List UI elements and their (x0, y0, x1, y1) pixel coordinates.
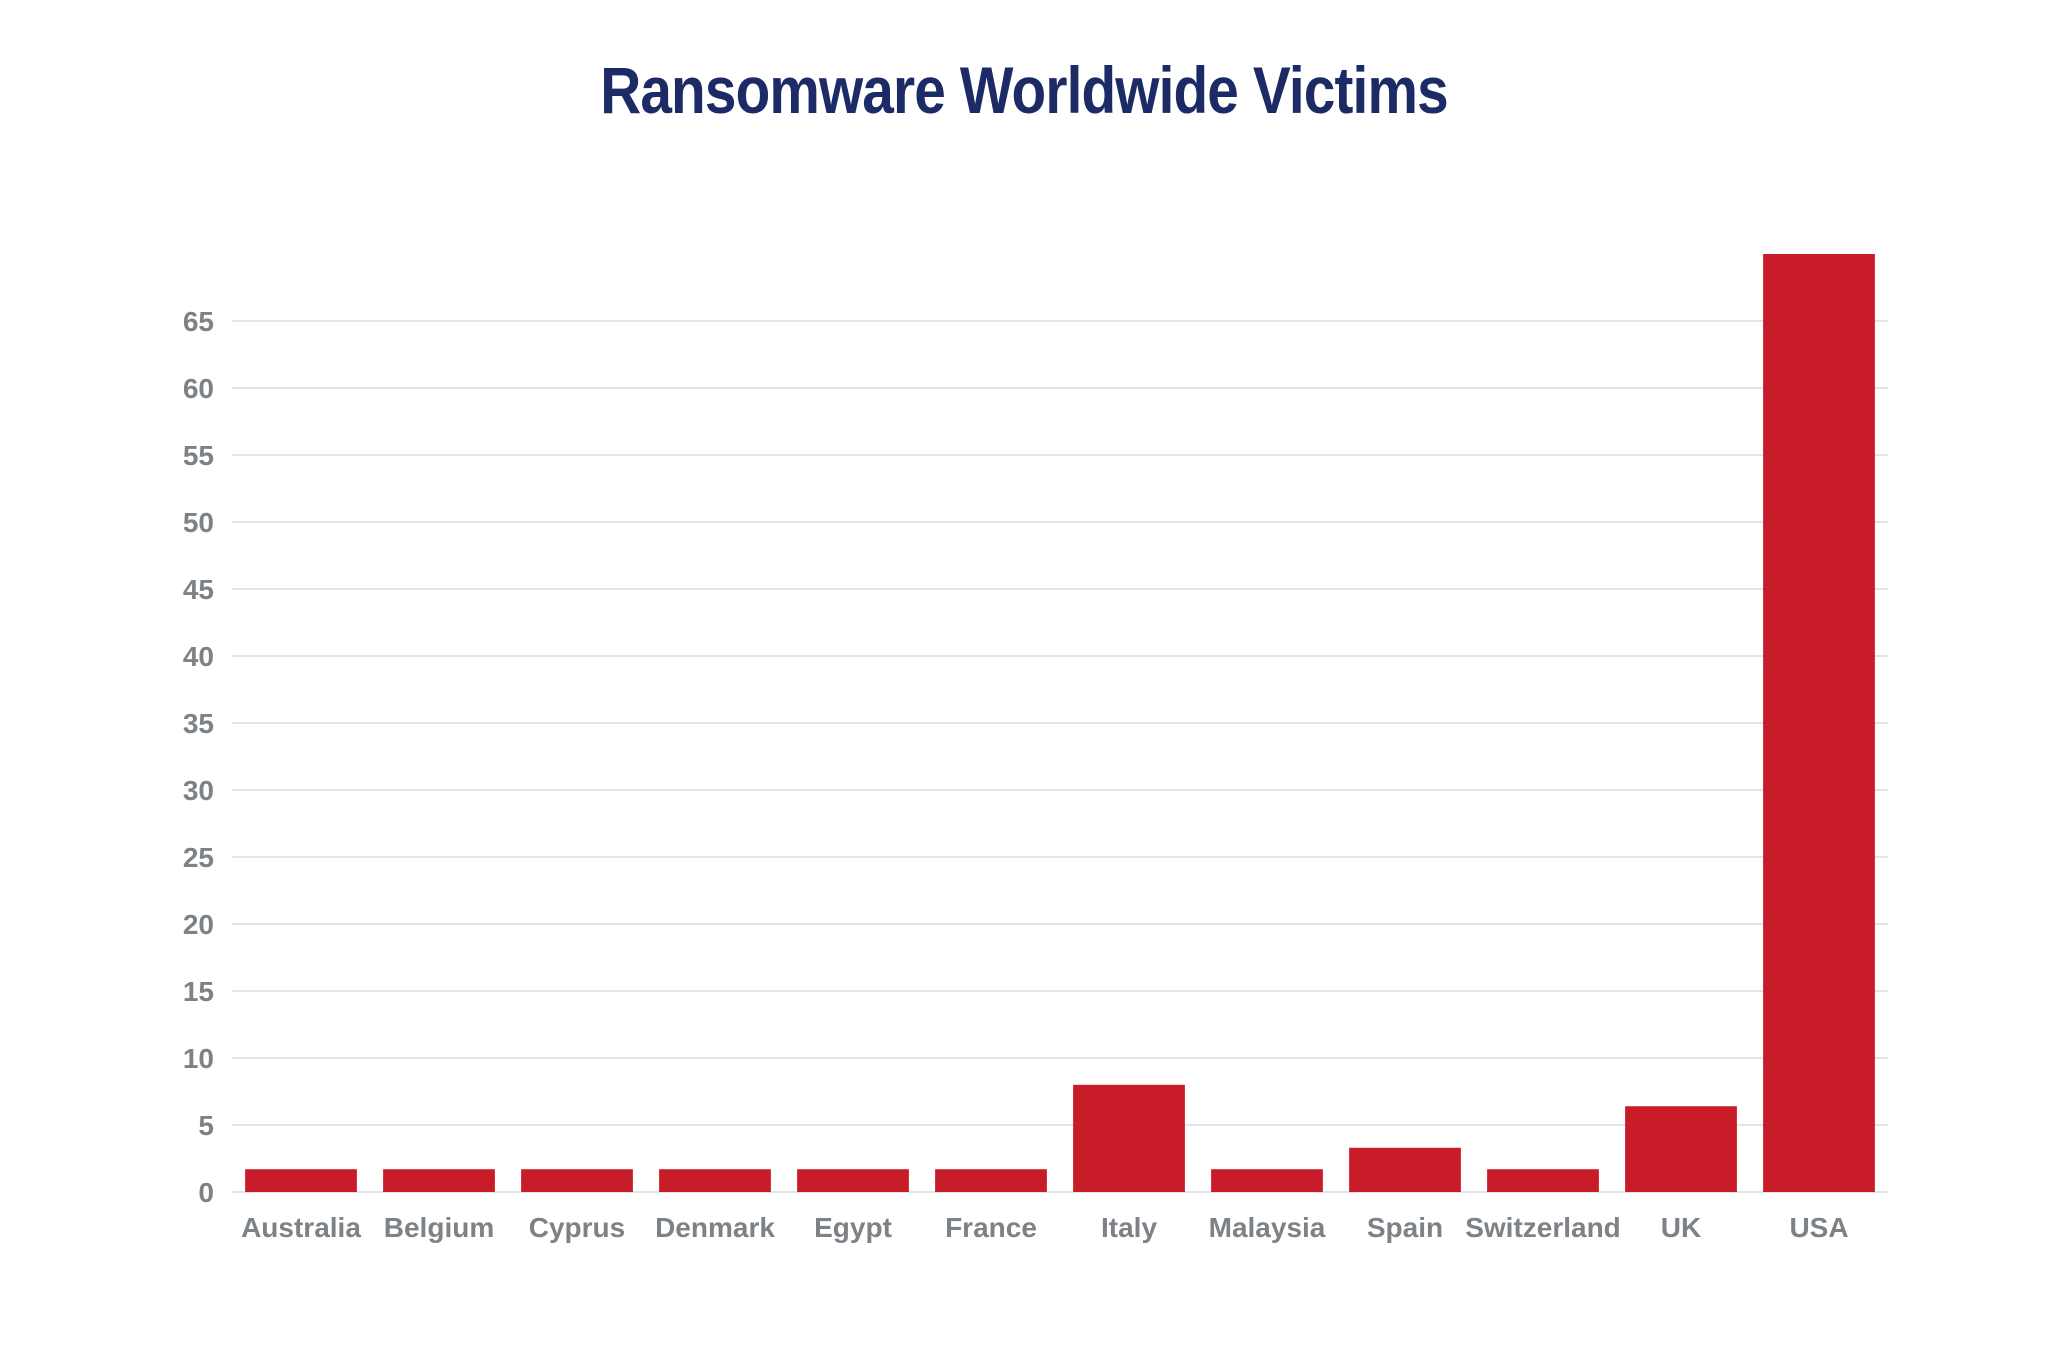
y-tick-label: 20 (183, 909, 214, 940)
bars (245, 254, 1875, 1192)
x-tick-label: USA (1789, 1212, 1848, 1243)
y-tick-label: 10 (183, 1043, 214, 1074)
gridlines (232, 320, 1888, 1193)
x-tick-label: Spain (1367, 1212, 1443, 1243)
x-tick-label: Denmark (655, 1212, 775, 1243)
y-tick-label: 30 (183, 775, 214, 806)
x-tick-label: Belgium (384, 1212, 494, 1243)
y-tick-label: 15 (183, 976, 214, 1007)
y-tick-label: 60 (183, 373, 214, 404)
y-axis-tick-labels: 0 5 10 15 20 25 30 35 40 45 50 55 60 65 (183, 306, 214, 1208)
bar-france (935, 1169, 1047, 1192)
bar-denmark (659, 1169, 771, 1192)
y-tick-label: 25 (183, 842, 214, 873)
bar-usa (1763, 254, 1875, 1192)
y-tick-label: 45 (183, 574, 214, 605)
bar-australia (245, 1169, 357, 1192)
x-tick-label: UK (1661, 1212, 1701, 1243)
y-tick-label: 5 (198, 1110, 214, 1141)
y-tick-label: 65 (183, 306, 214, 337)
y-tick-label: 35 (183, 708, 214, 739)
bar-egypt (797, 1169, 909, 1192)
x-tick-label: Malaysia (1209, 1212, 1326, 1243)
x-tick-label: Switzerland (1465, 1212, 1621, 1243)
y-tick-label: 50 (183, 507, 214, 538)
bar-cyprus (521, 1169, 633, 1192)
y-tick-label: 40 (183, 641, 214, 672)
chart-title: Ransomware Worldwide Victims (600, 53, 1448, 127)
bar-italy (1073, 1084, 1185, 1192)
x-tick-label: Italy (1101, 1212, 1157, 1243)
y-tick-label: 55 (183, 440, 214, 471)
bar-spain (1349, 1147, 1461, 1192)
x-tick-label: Cyprus (529, 1212, 625, 1243)
y-tick-label: 0 (198, 1177, 214, 1208)
bar-uk (1625, 1106, 1737, 1192)
x-tick-label: Egypt (814, 1212, 892, 1243)
x-tick-label: France (945, 1212, 1037, 1243)
bar-belgium (383, 1169, 495, 1192)
bar-switzerland (1487, 1169, 1599, 1192)
x-tick-label: Australia (241, 1212, 361, 1243)
bar-malaysia (1211, 1169, 1323, 1192)
x-axis-tick-labels: Australia Belgium Cyprus Denmark Egypt France… (241, 1212, 1848, 1243)
